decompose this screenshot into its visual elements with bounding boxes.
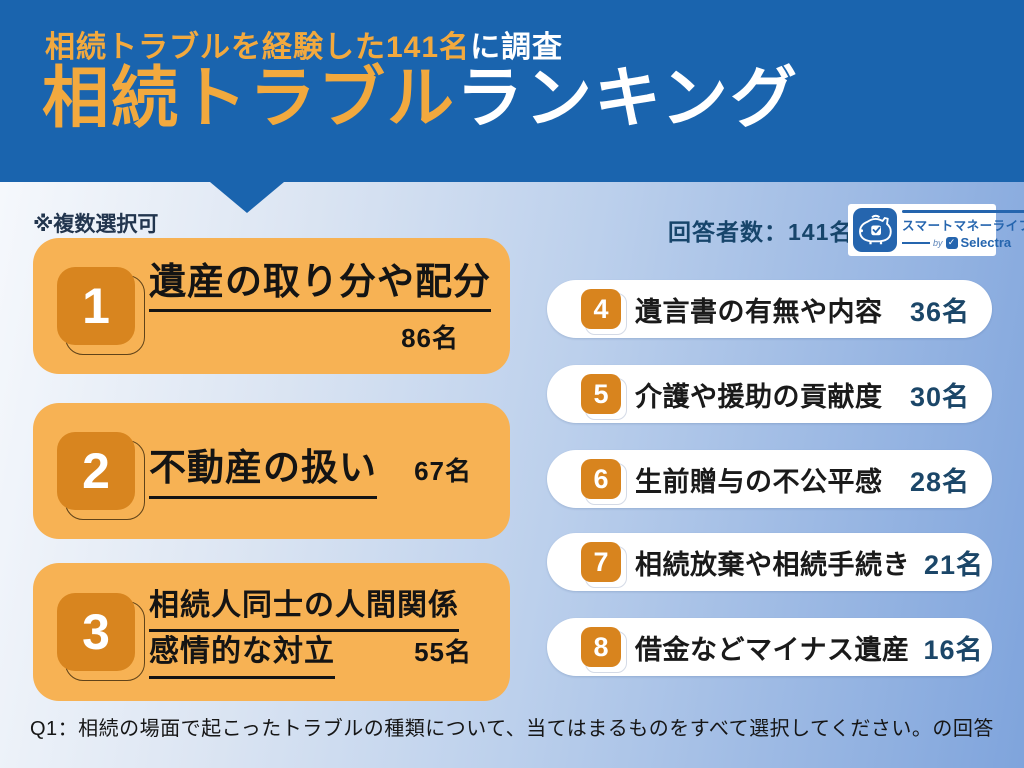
multiple-choice-note: ※複数選択可 bbox=[33, 213, 159, 236]
rank-card-3: 3 相続人同士の人間関係 感情的な対立 55名 bbox=[33, 563, 510, 701]
page-title: 相続トラブルランキング bbox=[42, 62, 799, 136]
rank-3-badge: 3 bbox=[57, 593, 145, 681]
rank-2-count: 67名 bbox=[414, 456, 472, 487]
brand-top-bar bbox=[902, 210, 1024, 213]
rank-5-title: 介護や援助の貢献度 bbox=[635, 381, 883, 412]
rank-3-count: 55名 bbox=[414, 637, 472, 667]
rank-7-title: 相続放棄や相続手続き bbox=[635, 549, 910, 580]
rank-4-badge: 4 bbox=[581, 289, 627, 335]
rank-8-count: 16名 bbox=[923, 634, 984, 665]
header-banner: 相続トラブルを経験した141名に調査 相続トラブルランキング bbox=[0, 0, 1024, 182]
rank-6-badge: 6 bbox=[581, 459, 627, 505]
rank-3-title-2: 感情的な対立 bbox=[149, 632, 335, 679]
company-name: Selectra bbox=[960, 235, 1012, 250]
rank-8-badge: 8 bbox=[581, 627, 627, 673]
rank-item-4: 4 遺言書の有無や内容 36名 bbox=[547, 280, 992, 338]
rank-item-5: 5 介護や援助の貢献度 30名 bbox=[547, 365, 992, 423]
rank-1-title-line: 遺産の取り分や配分 bbox=[149, 257, 491, 313]
rank-5-count: 30名 bbox=[909, 381, 970, 412]
rank-item-6: 6 生前贈与の不公平感 28名 bbox=[547, 450, 992, 508]
brand-byline: by ✓ Selectra bbox=[902, 235, 1024, 250]
rank-3-title-line-2: 感情的な対立 55名 bbox=[149, 632, 484, 679]
brand-name: スマートマネーライフ bbox=[902, 219, 1024, 233]
title-highlight: 相続トラブル bbox=[42, 61, 456, 136]
rank-2-badge: 2 bbox=[57, 432, 145, 520]
rank-7-count: 21名 bbox=[924, 549, 985, 580]
rank-card-1: 1 遺産の取り分や配分 86名 bbox=[33, 238, 510, 374]
rank-6-count: 28名 bbox=[909, 466, 970, 497]
rank-8-title: 借金などマイナス遺産 bbox=[635, 634, 910, 665]
rank-4-title: 遺言書の有無や内容 bbox=[635, 296, 883, 327]
rank-3-title-line-1: 相続人同士の人間関係 bbox=[149, 586, 484, 632]
header-pointer-notch bbox=[210, 182, 284, 213]
rank-6-title: 生前贈与の不公平感 bbox=[635, 466, 883, 497]
selectra-check-icon: ✓ bbox=[945, 236, 958, 249]
rank-1-badge: 1 bbox=[57, 267, 145, 355]
rank-3-body: 相続人同士の人間関係 感情的な対立 55名 bbox=[149, 586, 484, 679]
rank-1-count: 86名 bbox=[401, 323, 459, 354]
brand-text-block: スマートマネーライフ by ✓ Selectra bbox=[902, 210, 1024, 250]
title-rest: ランキング bbox=[456, 61, 799, 136]
rank-1-count-row: 86名 bbox=[149, 318, 491, 355]
rank-item-7: 7 相続放棄や相続手続き 21名 bbox=[547, 533, 992, 591]
brand-logo: スマートマネーライフ by ✓ Selectra bbox=[848, 204, 1024, 256]
subtitle-highlight: 相続トラブルを経験した141名 bbox=[45, 31, 471, 64]
rank-5-badge: 5 bbox=[581, 374, 627, 420]
rank-1-title: 遺産の取り分や配分 bbox=[149, 257, 491, 313]
survey-subtitle: 相続トラブルを経験した141名に調査 bbox=[45, 22, 563, 66]
rank-7-badge: 7 bbox=[581, 542, 627, 588]
rank-1-body: 遺産の取り分や配分 86名 bbox=[149, 257, 491, 356]
rank-2-body: 不動産の扱い 67名 bbox=[149, 443, 484, 499]
rank-item-8: 8 借金などマイナス遺産 16名 bbox=[547, 618, 992, 676]
rank-2-title-line: 不動産の扱い 67名 bbox=[149, 443, 484, 499]
subtitle-rest: に調査 bbox=[470, 31, 564, 64]
rank-4-count: 36名 bbox=[909, 296, 970, 327]
rank-2-title: 不動産の扱い bbox=[149, 443, 377, 499]
byline-divider bbox=[902, 241, 930, 244]
byline-by-label: by bbox=[933, 237, 943, 248]
footer-question: Q1：相続の場面で起こったトラブルの種類について、当てはまるものをすべて選択して… bbox=[30, 718, 994, 740]
rank-card-2: 2 不動産の扱い 67名 bbox=[33, 403, 510, 539]
rank-3-title-1: 相続人同士の人間関係 bbox=[149, 586, 459, 632]
piggy-bank-icon bbox=[853, 208, 897, 252]
respondents-count: 回答者数：141名 bbox=[668, 219, 854, 245]
